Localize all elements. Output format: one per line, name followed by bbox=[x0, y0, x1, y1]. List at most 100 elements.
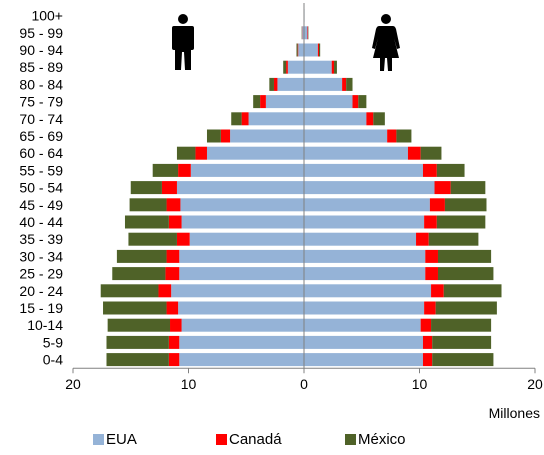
bar-right-1-8 bbox=[424, 215, 437, 229]
bar-left-1-14 bbox=[241, 112, 249, 126]
bar-left-0-18 bbox=[298, 43, 304, 57]
y-tick-label: 100+ bbox=[31, 8, 63, 24]
female-icon bbox=[372, 14, 400, 71]
bar-left-1-3 bbox=[166, 301, 179, 315]
bar-right-1-0 bbox=[422, 353, 433, 367]
bar-right-1-14 bbox=[366, 112, 374, 126]
bar-right-1-18 bbox=[317, 43, 320, 57]
y-tick-label: 65 - 69 bbox=[19, 128, 63, 144]
bar-left-0-15 bbox=[265, 95, 304, 109]
y-tick-label: 0-4 bbox=[43, 352, 63, 368]
bar-left-0-12 bbox=[206, 146, 304, 160]
bar-right-2-13 bbox=[396, 129, 412, 143]
bar-left-1-0 bbox=[168, 353, 180, 367]
bar-right-0-12 bbox=[304, 146, 408, 160]
bar-right-0-4 bbox=[304, 284, 432, 298]
bar-left-2-14 bbox=[231, 112, 242, 126]
bar-right-2-15 bbox=[358, 95, 367, 109]
bar-left-0-2 bbox=[181, 318, 304, 332]
bar-left-2-0 bbox=[106, 353, 169, 367]
bar-right-2-11 bbox=[436, 163, 465, 177]
bar-right-1-1 bbox=[422, 335, 433, 349]
bar-left-2-12 bbox=[176, 146, 196, 160]
bar-right-0-1 bbox=[304, 335, 423, 349]
y-tick-label: 50 - 54 bbox=[19, 180, 63, 196]
legend-label: México bbox=[358, 431, 406, 448]
bar-left-2-9 bbox=[129, 198, 167, 212]
y-tick-label: 80 - 84 bbox=[19, 76, 63, 92]
bar-left-2-2 bbox=[107, 318, 171, 332]
bar-left-2-13 bbox=[206, 129, 221, 143]
y-tick-label: 5-9 bbox=[43, 334, 63, 350]
bar-left-2-5 bbox=[112, 267, 166, 281]
bar-right-2-10 bbox=[450, 181, 486, 195]
bar-left-0-11 bbox=[190, 163, 304, 177]
bar-right-1-5 bbox=[425, 267, 438, 281]
bar-right-0-10 bbox=[304, 181, 435, 195]
bar-right-1-17 bbox=[331, 60, 335, 74]
x-tick-label: 10 bbox=[412, 376, 428, 392]
bar-right-2-8 bbox=[436, 215, 486, 229]
bar-left-0-17 bbox=[287, 60, 304, 74]
bar-left-0-14 bbox=[248, 112, 304, 126]
bar-right-0-18 bbox=[304, 43, 318, 57]
bar-left-1-18 bbox=[297, 43, 299, 57]
bar-left-2-11 bbox=[152, 163, 179, 177]
bar-right-1-9 bbox=[429, 198, 445, 212]
bar-left-1-9 bbox=[166, 198, 181, 212]
bar-right-1-4 bbox=[431, 284, 444, 298]
bar-left-1-4 bbox=[158, 284, 172, 298]
bar-right-2-7 bbox=[428, 232, 479, 246]
bar-right-1-13 bbox=[387, 129, 397, 143]
y-tick-label: 30 - 34 bbox=[19, 248, 63, 264]
legend-label: EUA bbox=[106, 431, 137, 448]
bar-left-1-12 bbox=[195, 146, 207, 160]
y-tick-label: 40 - 44 bbox=[19, 214, 63, 230]
y-tick-label: 90 - 94 bbox=[19, 42, 63, 58]
bar-left-2-7 bbox=[128, 232, 177, 246]
bar-left-0-10 bbox=[176, 181, 304, 195]
bar-right-0-2 bbox=[304, 318, 421, 332]
bar-left-0-0 bbox=[179, 353, 304, 367]
male-icon bbox=[172, 14, 194, 70]
bar-left-0-6 bbox=[179, 249, 304, 263]
x-tick-labels: 20 10 0 10 20 bbox=[65, 376, 543, 392]
bar-left-1-17 bbox=[286, 60, 288, 74]
bar-right-0-8 bbox=[304, 215, 425, 229]
bar-right-0-6 bbox=[304, 249, 426, 263]
bar-left-2-15 bbox=[253, 95, 261, 109]
bar-left-0-8 bbox=[181, 215, 304, 229]
bar-left-0-16 bbox=[277, 77, 304, 91]
bar-left-1-6 bbox=[166, 249, 180, 263]
y-tick-label: 45 - 49 bbox=[19, 197, 63, 213]
x-tick-label: 10 bbox=[181, 376, 197, 392]
bar-right-0-16 bbox=[304, 77, 343, 91]
y-tick-label: 20 - 24 bbox=[19, 283, 63, 299]
bar-right-1-2 bbox=[420, 318, 432, 332]
bar-left-2-18 bbox=[296, 43, 298, 57]
bar-right-2-1 bbox=[432, 335, 492, 349]
bar-left-1-7 bbox=[176, 232, 190, 246]
x-tick-label: 20 bbox=[65, 376, 81, 392]
bar-right-0-17 bbox=[304, 60, 332, 74]
bar-left-2-16 bbox=[269, 77, 274, 91]
bar-right-2-6 bbox=[437, 249, 492, 263]
bar-right-0-0 bbox=[304, 353, 423, 367]
bars-layer bbox=[100, 9, 502, 367]
bar-right-2-5 bbox=[437, 267, 494, 281]
bar-right-0-15 bbox=[304, 95, 353, 109]
bar-right-0-19 bbox=[304, 26, 308, 40]
bar-right-2-18 bbox=[319, 43, 321, 57]
bar-right-0-14 bbox=[304, 112, 367, 126]
x-tick-label: 20 bbox=[527, 376, 543, 392]
bar-left-1-2 bbox=[170, 318, 182, 332]
y-tick-label: 70 - 74 bbox=[19, 111, 63, 127]
bar-left-0-13 bbox=[230, 129, 304, 143]
bar-right-1-12 bbox=[407, 146, 421, 160]
y-tick-label: 25 - 29 bbox=[19, 266, 63, 282]
bar-right-0-7 bbox=[304, 232, 417, 246]
bar-right-2-16 bbox=[346, 77, 353, 91]
y-tick-label: 60 - 64 bbox=[19, 145, 63, 161]
bar-left-1-10 bbox=[161, 181, 177, 195]
